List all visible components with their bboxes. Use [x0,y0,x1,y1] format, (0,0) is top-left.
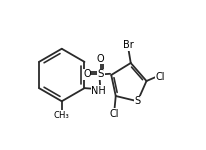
Text: NH: NH [91,86,106,96]
Text: S: S [135,96,140,106]
Text: Cl: Cl [110,109,119,119]
Text: Br: Br [123,40,134,50]
Text: Cl: Cl [155,72,165,82]
Text: O: O [97,54,105,63]
Text: O: O [83,69,91,79]
Text: S: S [97,69,104,79]
Text: CH₃: CH₃ [54,111,70,120]
